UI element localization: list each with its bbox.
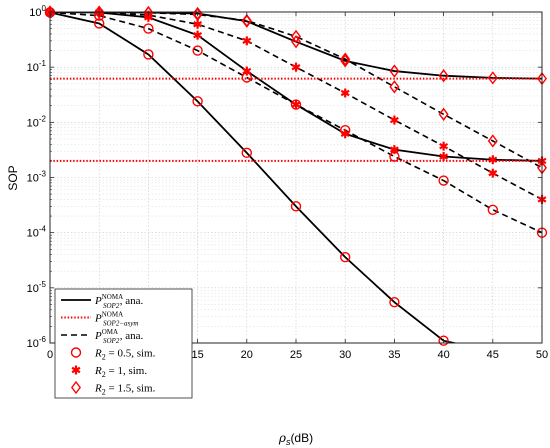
legend-entry: POMA SOP2, ana.	[61, 328, 144, 345]
legend-marker-diamond	[71, 380, 81, 395]
y-tick-label: 10-2	[27, 114, 47, 129]
marker-diamond-r1_5	[291, 34, 301, 49]
legend-entry: R2 = 0.5, sim.	[70, 347, 156, 362]
legend-label: R2 = 0.5, sim.	[94, 348, 156, 362]
marker-star-r1	[291, 62, 301, 72]
marker-diamond-r1_5	[389, 80, 400, 94]
marker-diamond-r1_5	[389, 64, 400, 78]
marker-star-r1	[389, 145, 399, 155]
marker-star-r1	[193, 19, 203, 29]
x-tick-label: 20	[241, 349, 253, 361]
marker-diamond-r1_5	[487, 134, 498, 148]
marker-circle-r0_5	[389, 296, 400, 308]
marker-circle-r0_5	[487, 204, 498, 215]
marker-diamond-r1_5	[291, 29, 301, 44]
marker-diamond-r1_5	[94, 5, 105, 19]
y-tick-label: 100	[29, 4, 46, 19]
marker-star-r1	[340, 88, 350, 98]
marker-star-r1	[488, 168, 498, 178]
x-tick-label: 50	[536, 349, 548, 361]
legend-label: PNOMA SOP2, ana.	[94, 293, 144, 310]
x-tick-label: 30	[339, 349, 351, 361]
legend-entry: R2 = 1, sim.	[71, 365, 147, 379]
marker-circle-r0_5	[290, 201, 302, 212]
legend-label: R2 = 1, sim.	[94, 365, 147, 379]
marker-star-r1	[242, 36, 252, 46]
noma-curve-r0_5	[50, 12, 459, 343]
legend-label: POMA SOP2, ana.	[94, 328, 144, 345]
marker-diamond-r1_5	[438, 107, 449, 121]
y-tick-label: 10-4	[27, 225, 47, 240]
legend-marker-star	[71, 365, 81, 375]
legend-entry: R2 = 1.5, sim.	[71, 380, 156, 397]
marker-circle-r0_5	[93, 18, 105, 29]
marker-diamond-r1_5	[192, 7, 203, 22]
marker-star-r1	[193, 30, 203, 40]
legend-box	[54, 288, 193, 399]
x-tick-label: 15	[191, 349, 203, 361]
marker-star-r1	[340, 129, 350, 139]
marker-star-r1	[291, 100, 301, 110]
oma-curve-r1	[50, 12, 542, 201]
marker-circle-r0_5	[143, 23, 154, 34]
marker-diamond-r1_5	[340, 52, 351, 66]
legend-entry: PNOMA SOP2, ana.	[61, 293, 144, 310]
marker-circle-r0_5	[438, 335, 449, 346]
y-axis-label: SOP	[6, 165, 20, 190]
axis-ticks: 0510152025303540455010-610-510-410-310-2…	[27, 4, 549, 361]
marker-circle-r0_5	[192, 96, 203, 107]
x-tick-label: 40	[437, 349, 449, 361]
marker-circle-r0_5	[340, 251, 351, 263]
legend-entry: PNOMA SOP2−asym	[61, 311, 138, 328]
marker-star-r1	[389, 115, 399, 125]
marker-star-r1	[439, 141, 449, 151]
legend-marker-circle	[70, 347, 82, 358]
x-axis-label: ρs(dB)	[278, 431, 313, 447]
oma-curve-r1_5	[50, 12, 542, 169]
marker-circle-r0_5	[143, 49, 154, 60]
x-tick-label: 25	[290, 349, 302, 361]
marker-diamond-r1_5	[143, 6, 154, 20]
marker-star-r1	[439, 152, 449, 162]
marker-layer	[44, 5, 548, 346]
y-tick-label: 10-5	[27, 280, 47, 295]
marker-circle-r0_5	[438, 175, 449, 186]
x-tick-label: 0	[47, 349, 53, 361]
marker-diamond-r1_5	[487, 71, 498, 85]
marker-diamond-r1_5	[438, 69, 449, 83]
marker-diamond-r1_5	[241, 13, 252, 28]
y-tick-label: 10-1	[27, 59, 47, 74]
marker-star-r1	[242, 66, 252, 76]
y-tick-label: 10-3	[27, 170, 47, 185]
marker-star-r1	[488, 155, 498, 165]
legend-label: PNOMA SOP2−asym	[94, 311, 138, 328]
y-tick-label: 10-6	[27, 335, 47, 350]
x-tick-label: 45	[487, 349, 499, 361]
marker-circle-r0_5	[192, 45, 203, 56]
x-tick-label: 35	[388, 349, 400, 361]
marker-circle-r0_5	[241, 147, 253, 159]
oma-curve-r0_5	[50, 12, 542, 234]
legend-label: R2 = 1.5, sim.	[94, 383, 156, 397]
marker-diamond-r1_5	[340, 54, 351, 68]
